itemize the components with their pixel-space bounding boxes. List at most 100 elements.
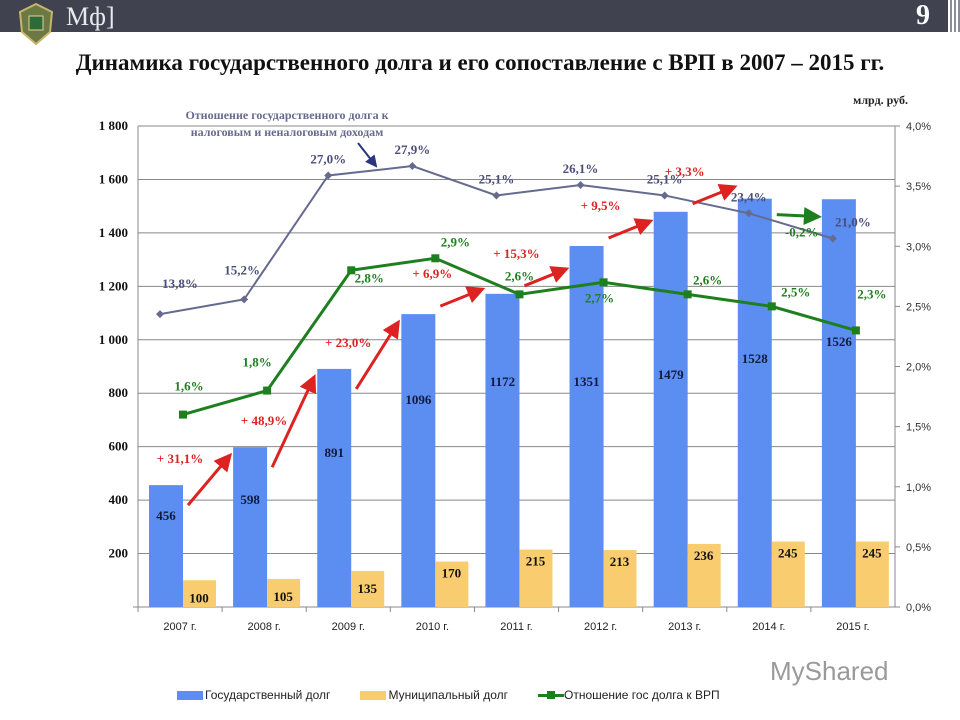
right-tick-label: 1,0% (906, 482, 931, 494)
left-tick-label: 1 400 (99, 225, 128, 240)
municipal-debt-bar (687, 543, 721, 607)
municipal-debt-bar (435, 561, 469, 607)
growth-arrow (607, 218, 654, 240)
growth-arrow (776, 206, 822, 225)
debt-to-grp-label: 2,7% (585, 290, 614, 305)
x-tick-label: 2012 г. (584, 621, 617, 633)
debt-to-grp-point (179, 410, 187, 419)
chart-legend: Государственный долг Муниципальный долг … (177, 688, 720, 702)
right-tick-label: 2,0% (906, 362, 931, 374)
debt-to-grp-label: 2,3% (857, 286, 886, 301)
left-tick-label: 1 200 (99, 278, 128, 293)
debt-to-grp-point (683, 290, 692, 299)
debt-to-grp-point (767, 302, 776, 311)
revenue-ratio-point (156, 310, 164, 319)
left-tick-label: 1 000 (99, 332, 128, 347)
state-debt-bar (233, 447, 268, 607)
page-number: 9 (916, 0, 930, 31)
debt-to-grp-label: 1,8% (242, 355, 271, 370)
legend-item-municipal-debt: Муниципальный долг (360, 688, 508, 702)
debt-to-grp-point (851, 326, 860, 335)
legend-label: Отношение гос долга к ВРП (563, 688, 720, 702)
state-debt-bar (149, 485, 183, 607)
state-debt-value-label: 891 (324, 445, 344, 460)
revenue-ratio-label: 15,2% (224, 262, 260, 277)
debt-to-grp-label: 2,5% (781, 284, 810, 299)
revenue-ratio-label: 27,0% (310, 152, 346, 167)
municipal-debt-value-label: 213 (610, 554, 630, 569)
debt-to-grp-label: 2,6% (505, 268, 534, 283)
left-tick-label: 800 (109, 385, 129, 400)
growth-arrow (270, 374, 317, 468)
revenue-ratio-point (408, 162, 417, 171)
growth-label: + 9,5% (581, 198, 621, 213)
state-debt-bar (569, 245, 604, 607)
revenue-ratio-point (240, 295, 249, 304)
municipal-debt-bar (351, 570, 385, 607)
debt-to-grp-label: 2,8% (355, 270, 384, 285)
growth-arrow (692, 184, 738, 206)
municipal-debt-value-label: 170 (442, 566, 462, 581)
municipal-debt-bar (855, 541, 889, 607)
state-debt-value-label: 598 (240, 492, 260, 507)
growth-label: + 48,9% (241, 413, 287, 428)
growth-arrow (439, 286, 486, 308)
right-tick-label: 4,0% (906, 121, 931, 133)
x-tick-label: 2011 г. (500, 621, 532, 633)
municipal-debt-bar (771, 541, 805, 607)
legend-item-state-debt: Государственный долг (177, 688, 330, 702)
legend-label: Государственный долг (205, 688, 331, 702)
state-debt-value-label: 1096 (405, 392, 432, 407)
revenue-ratio-point (660, 191, 669, 200)
revenue-ratio-label: 27,9% (394, 142, 430, 157)
state-debt-bar (485, 293, 520, 607)
state-debt-bar (317, 368, 352, 607)
growth-label: + 15,3% (493, 246, 539, 261)
growth-arrow (186, 452, 233, 507)
legend-item-debt-to-grp: Отношение гос долга к ВРП (537, 688, 720, 702)
municipal-debt-value-label: 245 (862, 546, 882, 561)
municipal-debt-value-label: 100 (189, 590, 209, 605)
header-bar (0, 0, 948, 32)
municipal-debt-value-label: 215 (526, 554, 546, 569)
state-debt-bar (737, 198, 772, 607)
right-tick-label: 0,0% (906, 602, 931, 614)
ministry-emblem-icon (18, 2, 54, 46)
revenue-ratio-point (744, 209, 753, 218)
x-tick-label: 2009 г. (332, 621, 365, 633)
growth-label: + 23,0% (325, 335, 371, 350)
right-tick-label: 2,5% (906, 301, 931, 313)
state-debt-value-label: 456 (156, 508, 176, 523)
revenue-ratio-point (324, 171, 333, 180)
municipal-debt-bar (183, 580, 216, 607)
state-debt-value-label: 1351 (574, 374, 600, 389)
x-tick-label: 2008 г. (248, 621, 281, 633)
growth-arrow (354, 319, 400, 390)
debt-to-grp-label: 1,6% (174, 379, 203, 394)
revenue-ratio-label: 25,1% (479, 171, 515, 186)
growth-label: + 31,1% (157, 451, 203, 466)
annotation-arrow (357, 142, 378, 168)
legend-label: Муниципальный долг (388, 688, 508, 702)
right-tick-label: 0,5% (906, 542, 931, 554)
left-tick-label: 600 (109, 439, 129, 454)
left-tick-label: 400 (109, 492, 129, 507)
right-tick-label: 3,5% (906, 181, 931, 193)
revenue-ratio-label: 25,1% (647, 171, 683, 186)
debt-to-grp-point (599, 278, 608, 287)
x-tick-label: 2013 г. (668, 621, 701, 633)
revenue-ratio-label: 26,1% (563, 161, 599, 176)
right-tick-label: 1,5% (906, 422, 931, 434)
state-debt-bar (821, 199, 856, 608)
annotation-line-2: налоговым и неналоговым доходам (191, 125, 384, 139)
debt-to-grp-label: 2,6% (693, 272, 722, 287)
growth-arrow (523, 266, 570, 288)
debt-chart: 200 400 600 800 1 000 1 200 1 400 1 600 1 800 0,0… (99, 108, 932, 633)
debt-to-grp-point (431, 254, 440, 263)
municipal-debt-value-label: 236 (694, 548, 714, 563)
state-debt-bar (653, 211, 688, 608)
x-tick-label: 2007 г. (163, 621, 196, 633)
right-tick-label: 3,0% (906, 241, 931, 253)
page-title: Динамика государственного долга и его со… (75, 50, 885, 75)
municipal-debt-bar (267, 578, 301, 607)
